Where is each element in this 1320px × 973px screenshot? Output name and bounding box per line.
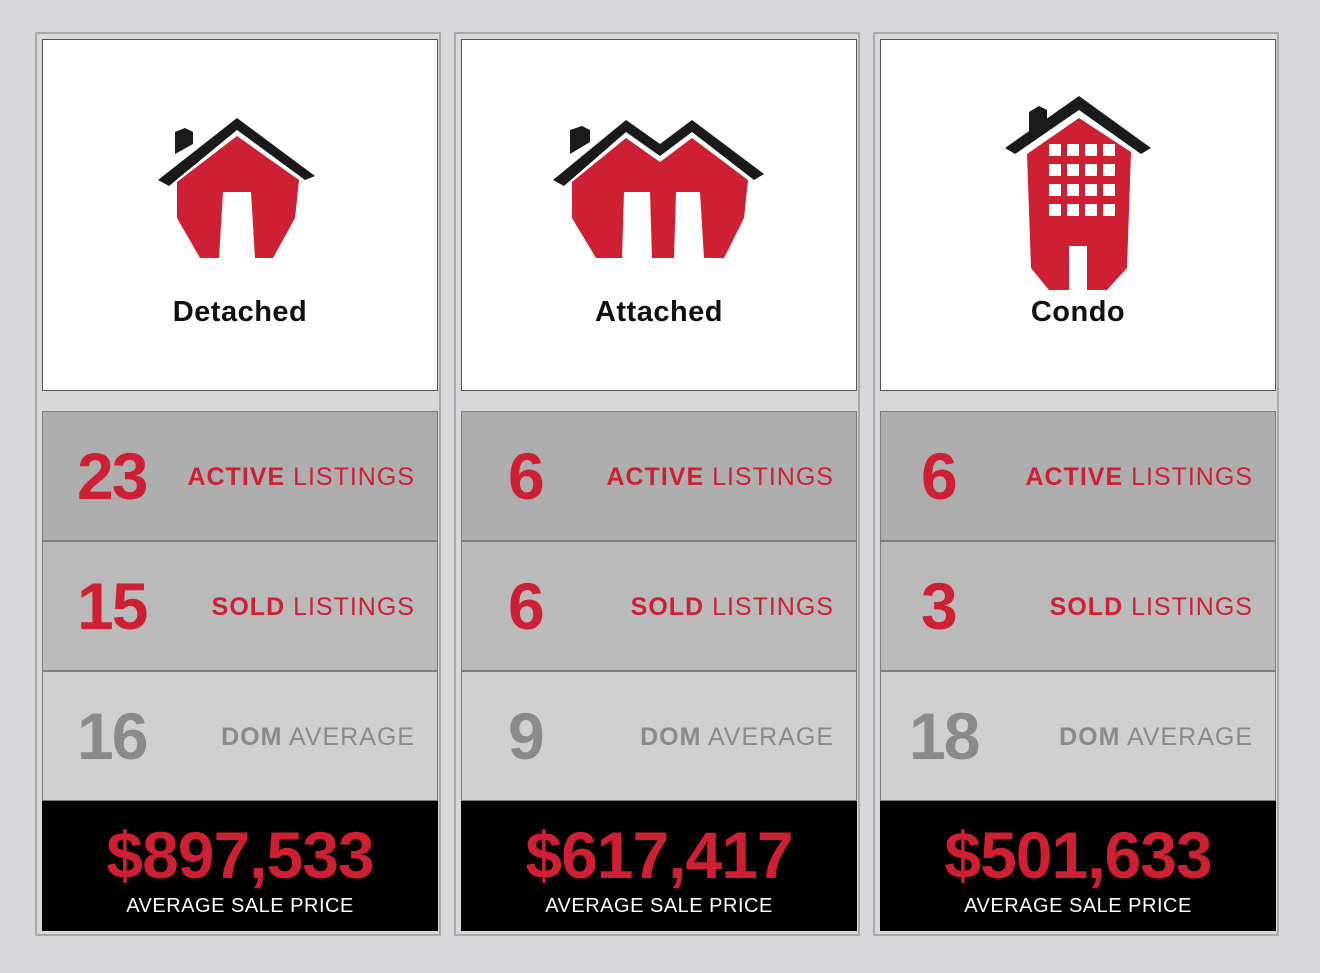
condo-dom-row: 18 DOM AVERAGE <box>880 671 1276 801</box>
detached-type-label: Detached <box>172 296 308 328</box>
detached-price-box: $897,533 AVERAGE SALE PRICE <box>42 801 438 931</box>
attached-dom-row: 9 DOM AVERAGE <box>461 671 857 801</box>
detached-dom-label: DOM AVERAGE <box>221 723 415 751</box>
attached-price-label: AVERAGE SALE PRICE <box>545 895 773 917</box>
attached-active-row: 6 ACTIVE LISTINGS <box>461 411 857 541</box>
condo-dom-label: DOM AVERAGE <box>1059 723 1253 751</box>
condo-dom-count: 18 <box>909 699 980 773</box>
detached-price-label: AVERAGE SALE PRICE <box>126 895 354 917</box>
attached-sold-label: SOLD LISTINGS <box>630 593 834 621</box>
detached-column: Detached 23 ACTIVE LISTINGS 15 SOLD LIST… <box>35 32 441 936</box>
attached-house-icon <box>553 120 764 258</box>
condo-sold-row: 3 SOLD LISTINGS <box>880 541 1276 671</box>
detached-active-label: ACTIVE LISTINGS <box>187 463 415 491</box>
detached-price-value: $897,533 <box>106 818 374 892</box>
attached-sold-row: 6 SOLD LISTINGS <box>461 541 857 671</box>
attached-active-count: 6 <box>508 439 545 513</box>
detached-dom-count: 16 <box>77 699 148 773</box>
attached-type-label: Attached <box>594 296 724 328</box>
condo-active-label: ACTIVE LISTINGS <box>1025 463 1253 491</box>
condo-sold-label: SOLD LISTINGS <box>1049 593 1253 621</box>
attached-column: Attached 6 ACTIVE LISTINGS 6 SOLD LISTIN… <box>454 32 860 936</box>
condo-header-card: Condo <box>880 39 1276 391</box>
condo-type-label: Condo <box>1030 296 1126 328</box>
detached-house-icon <box>158 118 315 258</box>
attached-price-value: $617,417 <box>525 818 793 892</box>
attached-dom-count: 9 <box>508 699 545 773</box>
condo-active-count: 6 <box>921 439 958 513</box>
detached-sold-row: 15 SOLD LISTINGS <box>42 541 438 671</box>
attached-active-label: ACTIVE LISTINGS <box>606 463 834 491</box>
detached-dom-row: 16 DOM AVERAGE <box>42 671 438 801</box>
condo-price-value: $501,633 <box>944 818 1212 892</box>
condo-price-box: $501,633 AVERAGE SALE PRICE <box>880 801 1276 931</box>
attached-sold-count: 6 <box>508 569 545 643</box>
attached-dom-label: DOM AVERAGE <box>640 723 834 751</box>
attached-header-card: Attached <box>461 39 857 391</box>
condo-building-icon <box>1005 96 1151 290</box>
condo-column: Condo 6 ACTIVE LISTINGS 3 SOLD LISTINGS … <box>873 32 1279 936</box>
condo-active-row: 6 ACTIVE LISTINGS <box>880 411 1276 541</box>
condo-price-label: AVERAGE SALE PRICE <box>964 895 1192 917</box>
detached-header-card: Detached <box>42 39 438 391</box>
detached-sold-label: SOLD LISTINGS <box>211 593 415 621</box>
detached-sold-count: 15 <box>77 569 148 643</box>
detached-active-count: 23 <box>77 439 148 513</box>
detached-active-row: 23 ACTIVE LISTINGS <box>42 411 438 541</box>
attached-price-box: $617,417 AVERAGE SALE PRICE <box>461 801 857 931</box>
condo-sold-count: 3 <box>921 569 958 643</box>
